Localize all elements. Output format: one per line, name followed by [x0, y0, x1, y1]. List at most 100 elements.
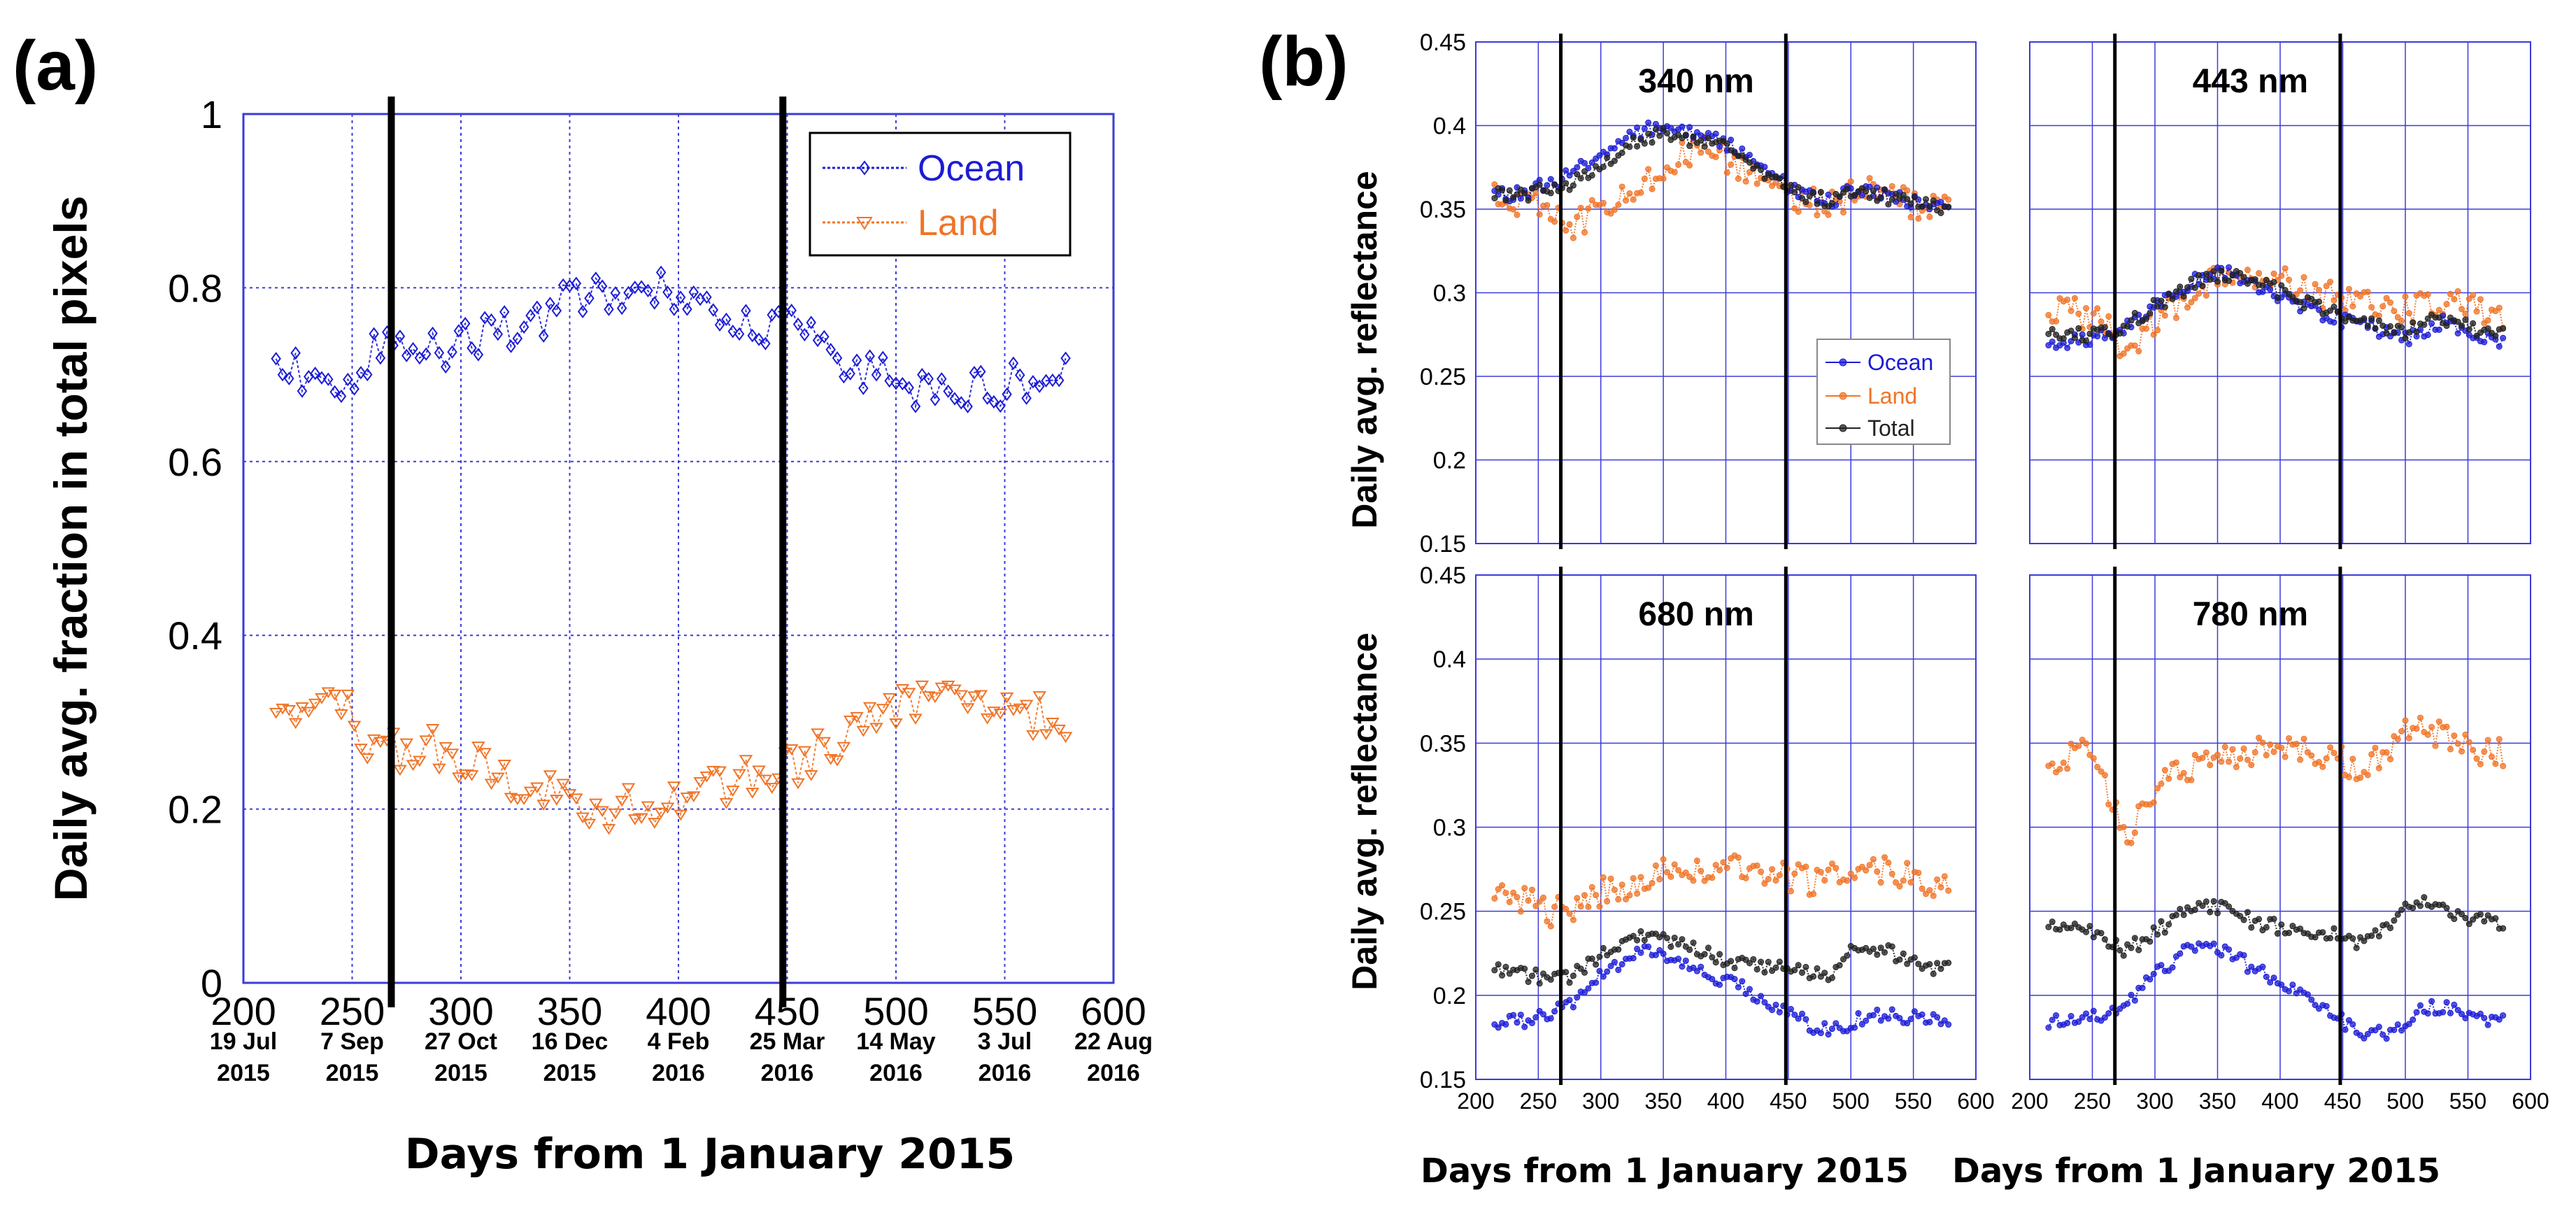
land-series-marker [2405, 310, 2412, 317]
land-series-marker [1693, 857, 1700, 864]
total-series-marker [2331, 925, 2337, 932]
total-series-marker [2090, 934, 2097, 941]
ocean-series-marker [584, 291, 595, 306]
land-series-marker [1510, 889, 1517, 896]
land-series-marker [1491, 181, 1498, 188]
land-series-marker [2188, 299, 2195, 306]
ocean-series-marker [1585, 985, 1592, 992]
total-series-marker [2289, 294, 2296, 301]
ocean-series-marker [1828, 1026, 1835, 1033]
land-series-marker [2435, 306, 2442, 313]
land-series-marker [1577, 903, 1584, 910]
total-series-marker [2161, 304, 2168, 311]
total-series-marker [1645, 130, 1652, 137]
ocean-series-marker [1866, 183, 1873, 190]
total-series-marker [2458, 911, 2465, 918]
total-series-marker [1675, 941, 1682, 948]
ocean-series-marker [806, 315, 816, 329]
total-series-marker [2184, 904, 2191, 911]
land-series-marker [2090, 755, 2097, 762]
land-series-marker [784, 744, 799, 755]
land-series-marker [739, 755, 753, 766]
total-series-marker [1663, 129, 1670, 136]
total-series-marker [1502, 963, 1509, 970]
land-series-marker [1607, 875, 1614, 882]
land-series-marker [660, 802, 675, 814]
land-series-marker [2221, 744, 2228, 751]
land-series-marker [2372, 744, 2379, 751]
ocean-series-marker [884, 374, 895, 388]
land-series-marker [1810, 891, 1817, 898]
total-series-marker [2210, 268, 2217, 275]
date-label: 3 Jul [978, 1028, 1032, 1055]
total-series-marker [1495, 961, 1502, 968]
total-series-marker [1712, 959, 1719, 966]
y-tick-label: 0.15 [1420, 531, 1466, 558]
ocean-series-marker [2064, 1019, 2071, 1026]
ocean-series-marker [2244, 968, 2251, 975]
ocean-series-marker [1802, 1016, 1809, 1023]
land-series-marker [680, 793, 695, 804]
land-series-marker [915, 680, 930, 692]
land-series-marker [2056, 765, 2063, 772]
land-series-marker [2327, 278, 2334, 285]
total-series-marker [2158, 297, 2165, 304]
total-series-marker [1547, 190, 1554, 197]
total-series-marker [1577, 175, 1584, 182]
y-tick-label: 0.25 [1420, 899, 1466, 925]
ocean-series-marker [1641, 125, 1648, 132]
land-series-marker [595, 806, 609, 818]
land-series-marker [2278, 744, 2285, 751]
land-series-marker [2357, 774, 2364, 781]
date-year-label: 2016 [761, 1060, 814, 1086]
x-tick-label: 450 [2324, 1088, 2361, 1114]
total-series-marker [1521, 965, 1528, 972]
land-series-marker [1604, 898, 1611, 904]
land-series-marker [2256, 735, 2263, 742]
land-series-marker [2278, 272, 2285, 279]
ocean-series-marker [2139, 984, 2146, 991]
land-series-marker [1495, 886, 1502, 893]
total-series-marker [2214, 909, 2221, 916]
ocean-series-marker [1060, 351, 1071, 365]
land-series-marker [2199, 754, 2206, 761]
land-series-marker [2465, 295, 2472, 302]
legend-ocean-marker [859, 160, 870, 176]
y-axis-label: Daily avg. fraction in total pixels [45, 196, 97, 902]
legend-land-label: Land [1867, 383, 1917, 409]
land-series-marker [2233, 763, 2240, 770]
land-series-marker [2413, 725, 2420, 732]
total-series-marker [2387, 322, 2394, 329]
total-series-marker [2083, 928, 2090, 935]
total-series-marker [2274, 930, 2281, 937]
land-series-marker [1716, 867, 1723, 874]
land-series-marker [2083, 305, 2090, 312]
ocean-series-marker [1593, 979, 1600, 986]
total-series-marker [1806, 192, 1813, 199]
total-series-marker [1799, 194, 1806, 201]
total-series-marker [2387, 925, 2394, 932]
total-series-marker [2391, 329, 2398, 336]
x-tick-label: 300 [2136, 1088, 2173, 1114]
total-series-marker [2383, 921, 2390, 928]
total-series-marker [1896, 195, 1903, 202]
land-series-marker [432, 763, 446, 775]
total-series-marker [2177, 905, 2184, 912]
ocean-series-marker [1698, 963, 1705, 970]
total-series-marker [1690, 939, 1697, 946]
land-series-marker [1907, 214, 1914, 221]
ocean-series-marker [2075, 1019, 2082, 1026]
land-series-marker [1945, 196, 1952, 203]
ocean-series-marker [2293, 990, 2300, 997]
total-series-marker [1765, 958, 1772, 965]
total-series-marker [1904, 960, 1911, 967]
ocean-series-marker [819, 329, 830, 344]
land-series-marker [674, 809, 688, 821]
land-series-marker [2098, 768, 2105, 775]
total-series-marker [2068, 925, 2075, 932]
total-series-marker [2421, 321, 2428, 328]
land-series-marker [667, 781, 681, 793]
total-series-marker [1679, 936, 1686, 943]
total-series-marker [2413, 328, 2420, 335]
ocean-series-marker [2083, 1010, 2090, 1017]
